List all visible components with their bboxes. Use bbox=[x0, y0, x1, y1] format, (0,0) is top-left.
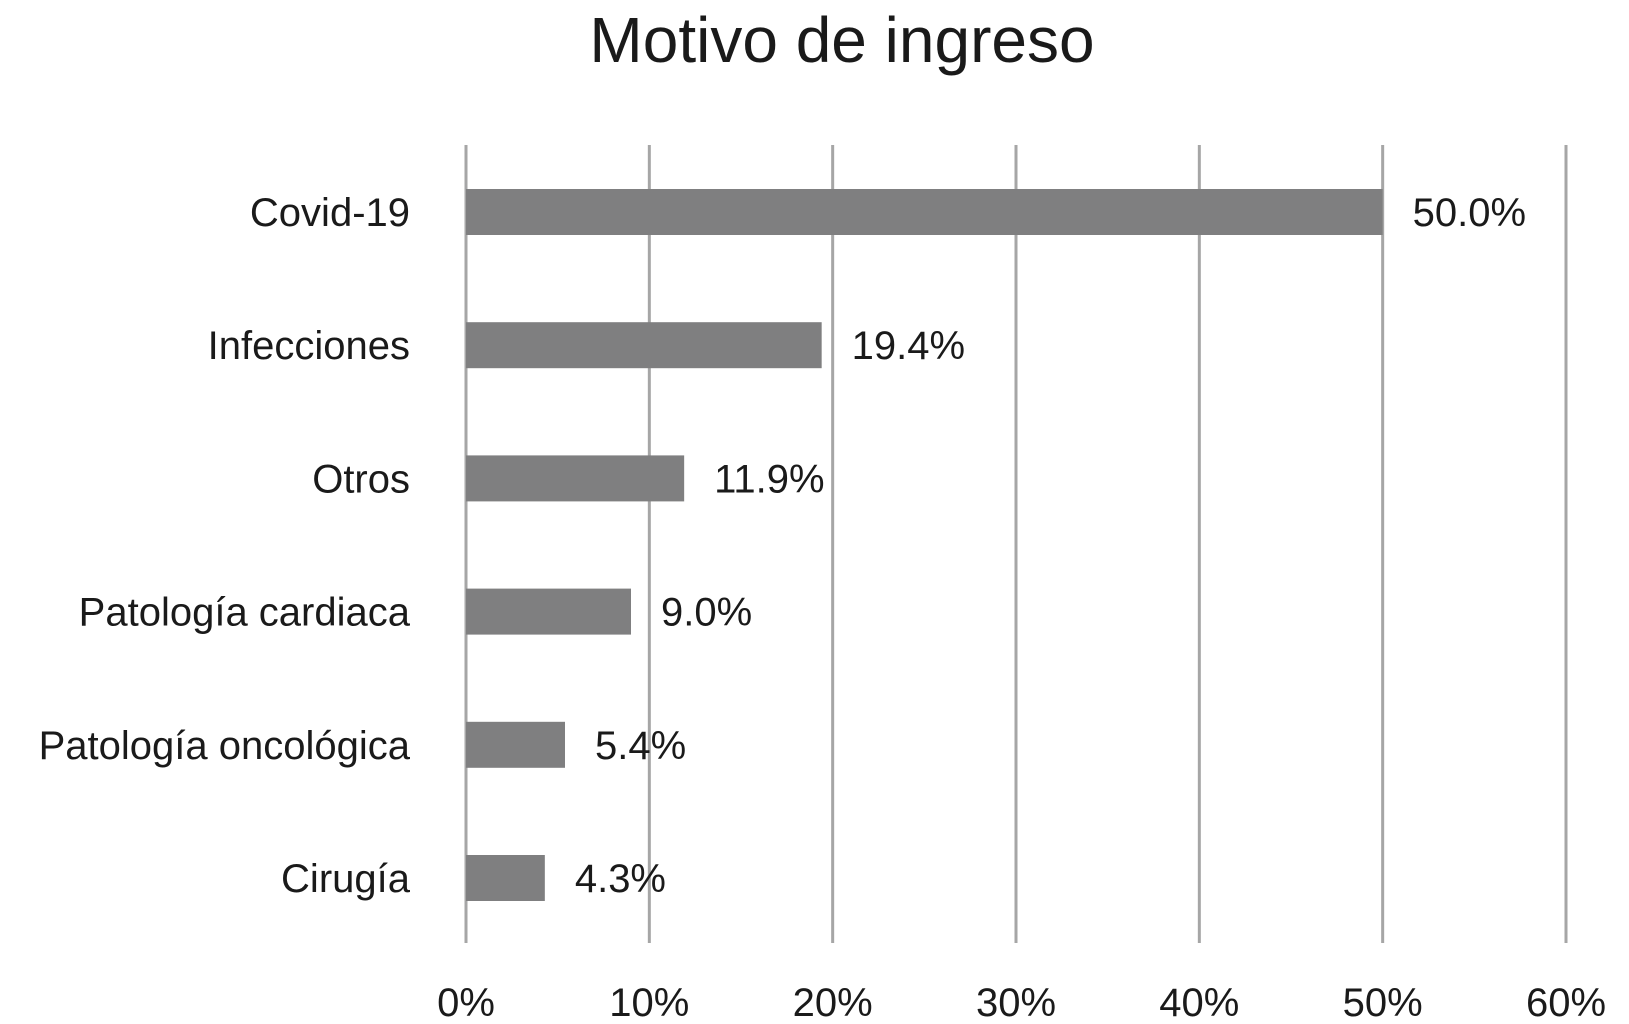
x-tick-label-10: 10% bbox=[609, 981, 689, 1024]
category-label-3: Patología cardiaca bbox=[79, 591, 411, 635]
x-tick-label-20: 20% bbox=[793, 981, 873, 1024]
category-labels: Covid-19 Infecciones Otros Patología cardia… bbox=[39, 191, 411, 901]
x-tick-label-40: 40% bbox=[1159, 981, 1239, 1024]
data-label-3: 9.0% bbox=[661, 591, 752, 635]
x-tick-label-30: 30% bbox=[976, 981, 1056, 1024]
bar-1 bbox=[466, 322, 822, 369]
category-label-4: Patología oncológica bbox=[39, 724, 411, 768]
bar-0 bbox=[466, 189, 1383, 235]
data-label-4: 5.4% bbox=[595, 724, 686, 768]
data-labels: 50.0% 19.4% 11.9% 9.0% 5.4% 4.3% bbox=[575, 191, 1526, 901]
bar-3 bbox=[466, 588, 631, 635]
x-tick-label-50: 50% bbox=[1343, 981, 1423, 1024]
bars bbox=[466, 189, 1383, 901]
bar-5 bbox=[466, 855, 545, 901]
data-label-0: 50.0% bbox=[1413, 191, 1526, 235]
category-label-2: Otros bbox=[312, 457, 410, 501]
data-label-1: 19.4% bbox=[852, 324, 965, 368]
gridlines bbox=[464, 145, 1568, 943]
x-tick-label-0: 0% bbox=[437, 981, 495, 1024]
category-label-0: Covid-19 bbox=[250, 191, 410, 235]
data-label-5: 4.3% bbox=[575, 857, 666, 901]
chart-title: Motivo de ingreso bbox=[589, 4, 1094, 76]
x-tick-label-60: 60% bbox=[1526, 981, 1606, 1024]
data-label-2: 11.9% bbox=[714, 457, 824, 501]
bar-2 bbox=[466, 455, 685, 502]
category-label-1: Infecciones bbox=[208, 324, 410, 368]
bar-4 bbox=[466, 721, 565, 768]
x-axis-tick-labels: 0% 10% 20% 30% 40% 50% 60% bbox=[437, 981, 1606, 1024]
category-label-5: Cirugía bbox=[281, 857, 411, 901]
